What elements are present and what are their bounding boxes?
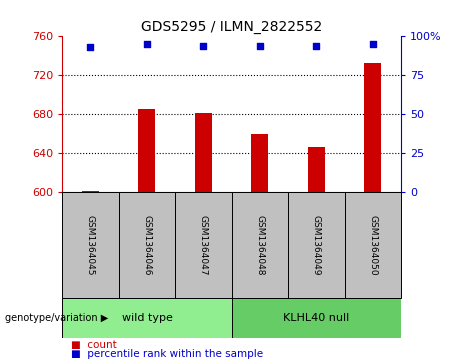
- Bar: [231, 192, 288, 298]
- Point: [369, 41, 377, 47]
- Bar: [344, 192, 401, 298]
- Bar: [175, 192, 231, 298]
- Point: [256, 43, 264, 49]
- Bar: [251, 134, 268, 192]
- Text: ■  percentile rank within the sample: ■ percentile rank within the sample: [71, 349, 264, 359]
- Text: KLHL40 null: KLHL40 null: [283, 313, 349, 323]
- Text: GSM1364045: GSM1364045: [86, 215, 95, 275]
- Point: [87, 44, 94, 50]
- Text: GSM1364049: GSM1364049: [312, 215, 321, 275]
- Point: [200, 43, 207, 49]
- Bar: [308, 147, 325, 192]
- Bar: [138, 110, 155, 192]
- Bar: [82, 191, 99, 192]
- Bar: [231, 298, 401, 338]
- Text: GSM1364046: GSM1364046: [142, 215, 152, 275]
- Text: ■  count: ■ count: [71, 340, 117, 350]
- Bar: [195, 113, 212, 192]
- Bar: [288, 192, 344, 298]
- Bar: [62, 298, 231, 338]
- Text: genotype/variation ▶: genotype/variation ▶: [5, 313, 108, 323]
- Title: GDS5295 / ILMN_2822552: GDS5295 / ILMN_2822552: [141, 20, 322, 34]
- Bar: [62, 192, 118, 298]
- Text: wild type: wild type: [122, 313, 172, 323]
- Text: GSM1364050: GSM1364050: [368, 215, 378, 276]
- Bar: [364, 63, 381, 192]
- Point: [143, 41, 151, 47]
- Point: [313, 43, 320, 49]
- Text: GSM1364047: GSM1364047: [199, 215, 208, 275]
- Bar: [118, 192, 175, 298]
- Text: GSM1364048: GSM1364048: [255, 215, 265, 275]
